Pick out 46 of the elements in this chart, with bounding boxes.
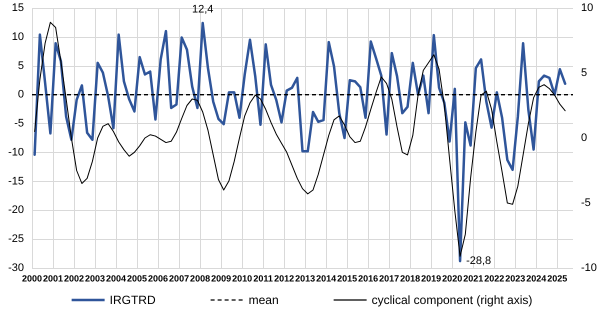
- y-tick-label: -25: [8, 233, 24, 246]
- annotation: -28,8: [466, 255, 492, 268]
- y-tick-label: -5: [14, 118, 24, 130]
- x-tick-label: 2010: [232, 274, 252, 284]
- y-tick-label: -20: [8, 204, 24, 216]
- x-tick-label: 2023: [505, 274, 526, 284]
- x-tick-label: 2021: [463, 274, 484, 284]
- x-tick-label: 2006: [148, 274, 168, 284]
- y-tick-label: -15: [8, 175, 24, 188]
- x-tick-label: 2022: [484, 274, 504, 284]
- x-tick-label: 2002: [64, 274, 84, 284]
- x-tick-label: 2012: [274, 274, 294, 284]
- x-tick-label: 2011: [253, 274, 273, 284]
- y-tick-label: -10: [8, 146, 24, 158]
- y-tick-label: 5: [18, 60, 24, 72]
- legend-label: IRGTRD: [110, 293, 156, 307]
- y-tick-label: 15: [12, 2, 24, 14]
- x-tick-label: 2008: [190, 274, 210, 284]
- x-tick-label: 2005: [127, 274, 148, 284]
- x-tick-label: 2015: [337, 274, 358, 284]
- x-tick-label: 2001: [42, 274, 64, 284]
- x-tick-label: 2017: [379, 274, 400, 284]
- y2-tick-label: 5: [581, 67, 588, 79]
- x-tick-label: 2016: [358, 274, 378, 284]
- x-tick-label: 2024: [526, 274, 546, 284]
- x-tick-label: 2019: [421, 274, 442, 284]
- y2-tick-label: 0: [581, 132, 588, 144]
- x-tick-label: 2018: [400, 274, 420, 284]
- y-tick-label: 10: [12, 30, 24, 43]
- legend-label: mean: [248, 293, 279, 307]
- x-tick-label: 2003: [85, 274, 106, 284]
- x-tick-label: 2025: [547, 274, 568, 284]
- legend-label: cyclical component (right axis): [372, 293, 532, 307]
- annotation: 12,4: [192, 4, 214, 16]
- x-tick-label: 2007: [169, 274, 190, 284]
- x-tick-label: 2004: [106, 274, 126, 284]
- x-tick-label: 2014: [316, 274, 336, 284]
- x-tick-label: 2000: [22, 274, 42, 284]
- y2-tick-label: 10: [581, 2, 594, 14]
- x-tick-label: 2020: [442, 274, 462, 284]
- y-tick-label: -30: [8, 262, 24, 274]
- x-tick-label: 2009: [211, 274, 232, 284]
- y2-tick-label: -10: [581, 262, 597, 274]
- x-tick-label: 2013: [295, 274, 316, 284]
- y2-tick-label: -5: [581, 197, 591, 209]
- y-tick-label: 0: [18, 88, 24, 101]
